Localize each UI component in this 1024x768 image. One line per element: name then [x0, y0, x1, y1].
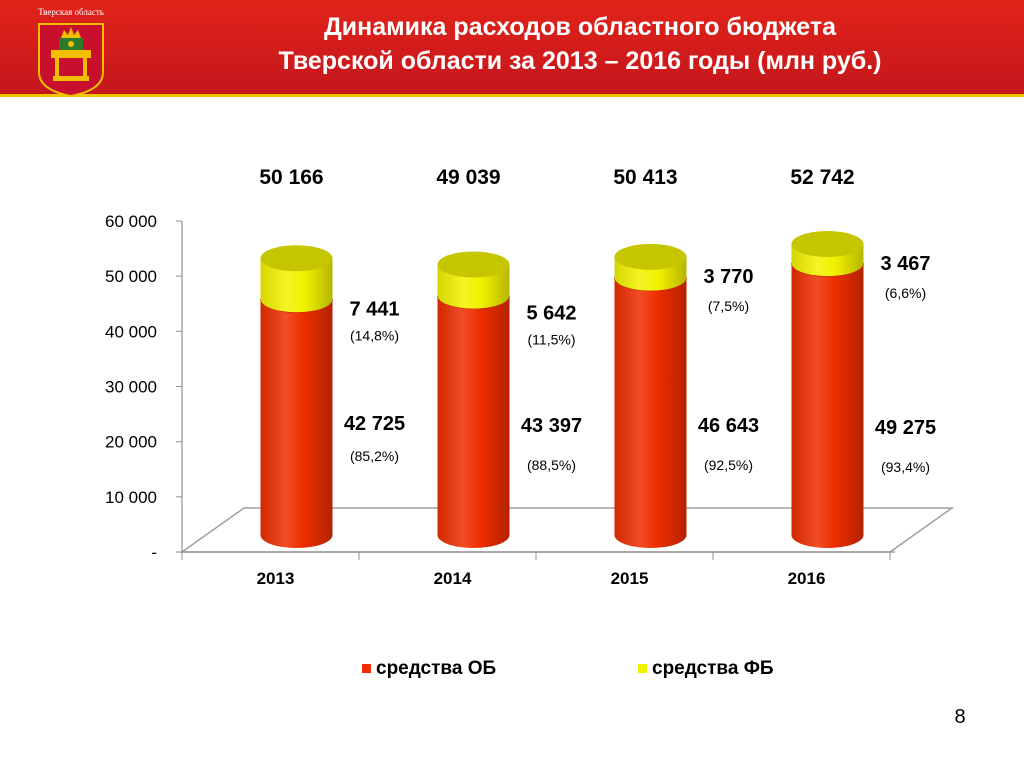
legend-label-ob: средства ОБ [376, 658, 496, 679]
bar-segment-ob [614, 277, 687, 548]
title-line-1: Динамика расходов областного бюджета [324, 13, 836, 41]
legend-label-fb: средства ФБ [652, 658, 774, 679]
slide-title: Динамика расходов областного бюджета Тве… [140, 10, 1020, 78]
ob-value-label: 49 275 [875, 417, 936, 439]
bar-top-cap [791, 231, 864, 258]
y-tick-label: 40 000 [105, 322, 157, 341]
bar-top-cap [614, 243, 687, 270]
region-emblem: Тверская область [31, 2, 111, 98]
fb-share-label: (6,6%) [885, 285, 926, 301]
header-bar [0, 0, 1024, 97]
y-tick-label: 50 000 [105, 267, 157, 286]
bar-segment-ob [437, 295, 510, 548]
fb-share-label: (14,8%) [350, 327, 399, 343]
ob-share-label: (93,4%) [881, 459, 930, 475]
bar-segment-ob [791, 263, 864, 548]
total-label: 49 039 [436, 166, 500, 189]
emblem-caption: Тверская область [38, 7, 104, 17]
x-category-label: 2015 [611, 569, 649, 588]
ob-share-label: (85,2%) [350, 448, 399, 464]
ob-value-label: 43 397 [521, 415, 582, 437]
bar-top-cap [260, 245, 333, 272]
y-tick-label: 30 000 [105, 378, 157, 397]
x-category-label: 2016 [788, 569, 826, 588]
fb-share-label: (7,5%) [708, 298, 749, 314]
fb-share-label: (11,5%) [528, 331, 576, 347]
title-line-2: Тверской области за 2013 – 2016 годы (мл… [278, 47, 882, 75]
y-tick-label: 60 000 [105, 212, 157, 231]
legend-swatch-fb [638, 664, 647, 673]
y-tick-label: 10 000 [105, 488, 157, 507]
ob-share-label: (88,5%) [527, 457, 576, 473]
total-label: 50 166 [259, 166, 323, 189]
x-category-label: 2014 [434, 569, 472, 588]
y-tick-label: - [151, 543, 157, 562]
slide-number: 8 [954, 706, 966, 728]
legend-swatch-ob [362, 664, 371, 673]
bar-top-cap [437, 251, 510, 278]
ob-value-label: 46 643 [698, 415, 759, 437]
fb-value-label: 5 642 [526, 302, 576, 324]
fb-value-label: 3 770 [703, 266, 753, 288]
fb-value-label: 7 441 [349, 298, 399, 320]
bar-segment-ob [260, 299, 333, 548]
total-label: 50 413 [613, 166, 677, 189]
header-stripe [0, 94, 1024, 97]
ob-share-label: (92,5%) [704, 457, 753, 473]
ob-value-label: 42 725 [344, 413, 405, 435]
x-category-label: 2013 [257, 569, 295, 588]
total-label: 52 742 [790, 166, 854, 189]
fb-value-label: 3 467 [880, 253, 930, 275]
bar-segment-fb [260, 258, 333, 313]
y-tick-label: 20 000 [105, 433, 157, 452]
coat-of-arms-icon [38, 23, 104, 98]
